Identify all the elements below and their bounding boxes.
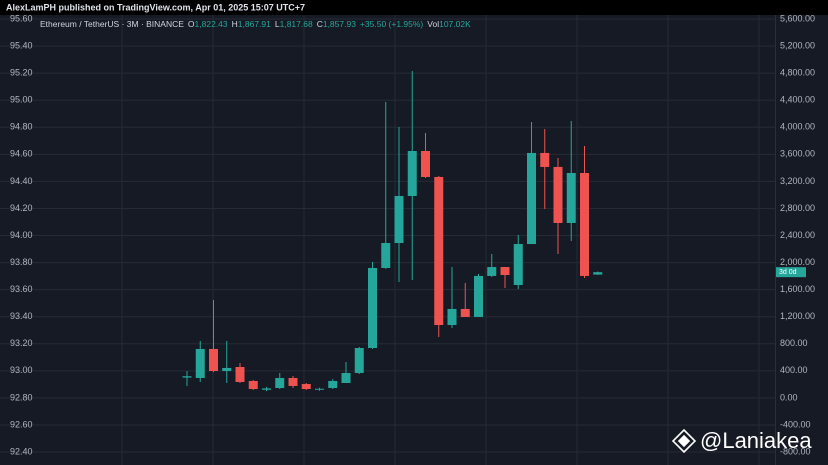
- candle-body: [341, 372, 351, 383]
- candle-body: [593, 272, 603, 275]
- candle-body: [580, 172, 589, 276]
- candle-body: [328, 380, 338, 388]
- candle-body: [566, 172, 576, 223]
- watermark: @Laniakea: [700, 428, 812, 453]
- y2-tick-label: 92.80: [10, 392, 33, 402]
- candle-body: [248, 380, 258, 390]
- candle-body: [209, 348, 218, 372]
- candle-body: [195, 348, 205, 378]
- y-tick-label: 4,000.00: [780, 122, 815, 132]
- y-tick-label: 1,200.00: [780, 311, 815, 321]
- candle-body: [235, 367, 245, 382]
- legend-symbol: Ethereum / TetherUS · 3M · BINANCE: [40, 19, 184, 29]
- y-tick-label: 400.00: [780, 365, 808, 375]
- candle-body: [262, 388, 271, 390]
- y-tick-label: 2,400.00: [780, 230, 815, 240]
- candle-body: [222, 367, 232, 372]
- y2-tick-label: 95.20: [10, 68, 33, 78]
- legend-volume: 107.02K: [439, 19, 471, 29]
- legend-low: 1,817.68: [280, 19, 313, 29]
- candle-body: [182, 376, 192, 378]
- price-label-box: [776, 267, 806, 278]
- watermark-center: [677, 434, 691, 448]
- y-tick-label: 5,200.00: [780, 40, 815, 50]
- legend-high: 1,867.91: [238, 19, 271, 29]
- countdown: 3d 0d: [779, 269, 797, 276]
- y2-tick-label: 93.00: [10, 365, 33, 375]
- candle-body: [553, 166, 563, 223]
- y2-tick-label: 93.60: [10, 284, 33, 294]
- candle-body: [394, 195, 404, 244]
- y2-tick-label: 93.20: [10, 338, 33, 348]
- candle-body: [513, 244, 523, 286]
- legend-volume-label: Vol: [427, 19, 439, 29]
- legend-open-label: O: [188, 19, 195, 29]
- y-tick-label: 5,600.00: [780, 13, 815, 23]
- watermark-icon: [671, 428, 697, 454]
- y-tick-label: 3,600.00: [780, 149, 815, 159]
- top-bar: [0, 0, 828, 15]
- y2-tick-label: 92.40: [10, 446, 33, 456]
- candle-body: [354, 348, 364, 373]
- watermark-diamond: [671, 428, 697, 454]
- candle-body: [460, 308, 470, 317]
- candle-body: [447, 308, 457, 326]
- y2-tick-label: 93.80: [10, 257, 33, 267]
- y-tick-label: -400.00: [780, 419, 811, 429]
- candle-body: [368, 267, 377, 349]
- candle-body: [288, 377, 298, 386]
- candle-body: [474, 275, 483, 317]
- y2-tick-label: 94.60: [10, 149, 33, 159]
- candle-body: [500, 267, 510, 276]
- legend-close-label: C: [317, 19, 323, 29]
- y-tick-label: 2,000.00: [780, 257, 815, 267]
- candle-body: [527, 152, 536, 245]
- candle-body: [407, 150, 417, 196]
- legend-high-label: H: [232, 19, 238, 29]
- y-tick-label: 4,400.00: [780, 95, 815, 105]
- y2-tick-label: 94.40: [10, 176, 33, 186]
- y2-tick-label: 94.80: [10, 122, 33, 132]
- y-tick-label: 3,200.00: [780, 176, 815, 186]
- legend-low-label: L: [275, 19, 280, 29]
- y-tick-label: 4,800.00: [780, 68, 815, 78]
- y-tick-label: -800.00: [780, 446, 811, 456]
- publish-info: AlexLamPH published on TradingView.com, …: [6, 2, 305, 12]
- y2-tick-label: 95.60: [10, 13, 33, 23]
- y-tick-label: 2,800.00: [780, 203, 815, 213]
- legend-change: +35.50 (+1.95%): [360, 19, 423, 29]
- y2-tick-label: 94.20: [10, 203, 33, 213]
- candle-body: [487, 267, 497, 276]
- candle-body: [421, 150, 430, 177]
- candle-body: [301, 384, 311, 390]
- y2-tick-label: 92.60: [10, 419, 33, 429]
- candle-body: [434, 176, 444, 326]
- legend: Ethereum / TetherUS · 3M · BINANCE O1,822…: [40, 19, 471, 29]
- candle-body: [315, 388, 324, 390]
- legend-open: 1,822.43: [195, 19, 228, 29]
- y-tick-label: 800.00: [780, 338, 808, 348]
- y2-tick-label: 95.00: [10, 95, 33, 105]
- y2-tick-label: 93.40: [10, 311, 33, 321]
- candle-body: [381, 243, 391, 268]
- candle-body: [540, 152, 550, 167]
- candle-body: [275, 377, 285, 388]
- candles: [182, 71, 603, 392]
- y2-tick-label: 94.00: [10, 230, 33, 240]
- y-tick-label: 0.00: [780, 392, 798, 402]
- legend-close: 1,857.93: [323, 19, 356, 29]
- y2-tick-label: 95.40: [10, 40, 33, 50]
- y-tick-label: 1,600.00: [780, 284, 815, 294]
